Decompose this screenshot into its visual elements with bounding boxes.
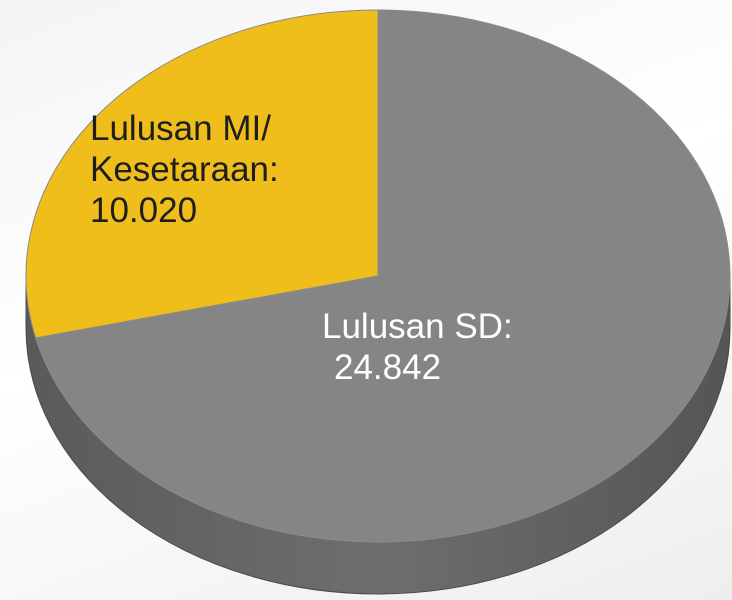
slice-label: Lulusan MI/ Kesetaraan: 10.020 [90, 108, 340, 231]
value-label: 24.842 [322, 347, 602, 388]
pie-chart [0, 0, 732, 600]
chart: Lulusan MI/ Kesetaraan: 10.020 Lulusan S… [0, 0, 732, 600]
slice-label: Lulusan SD: 24.842 [322, 306, 602, 388]
category-label: Lulusan SD: [322, 306, 602, 347]
category-label: Lulusan MI/ Kesetaraan: [90, 108, 340, 190]
value-label: 10.020 [90, 190, 340, 231]
